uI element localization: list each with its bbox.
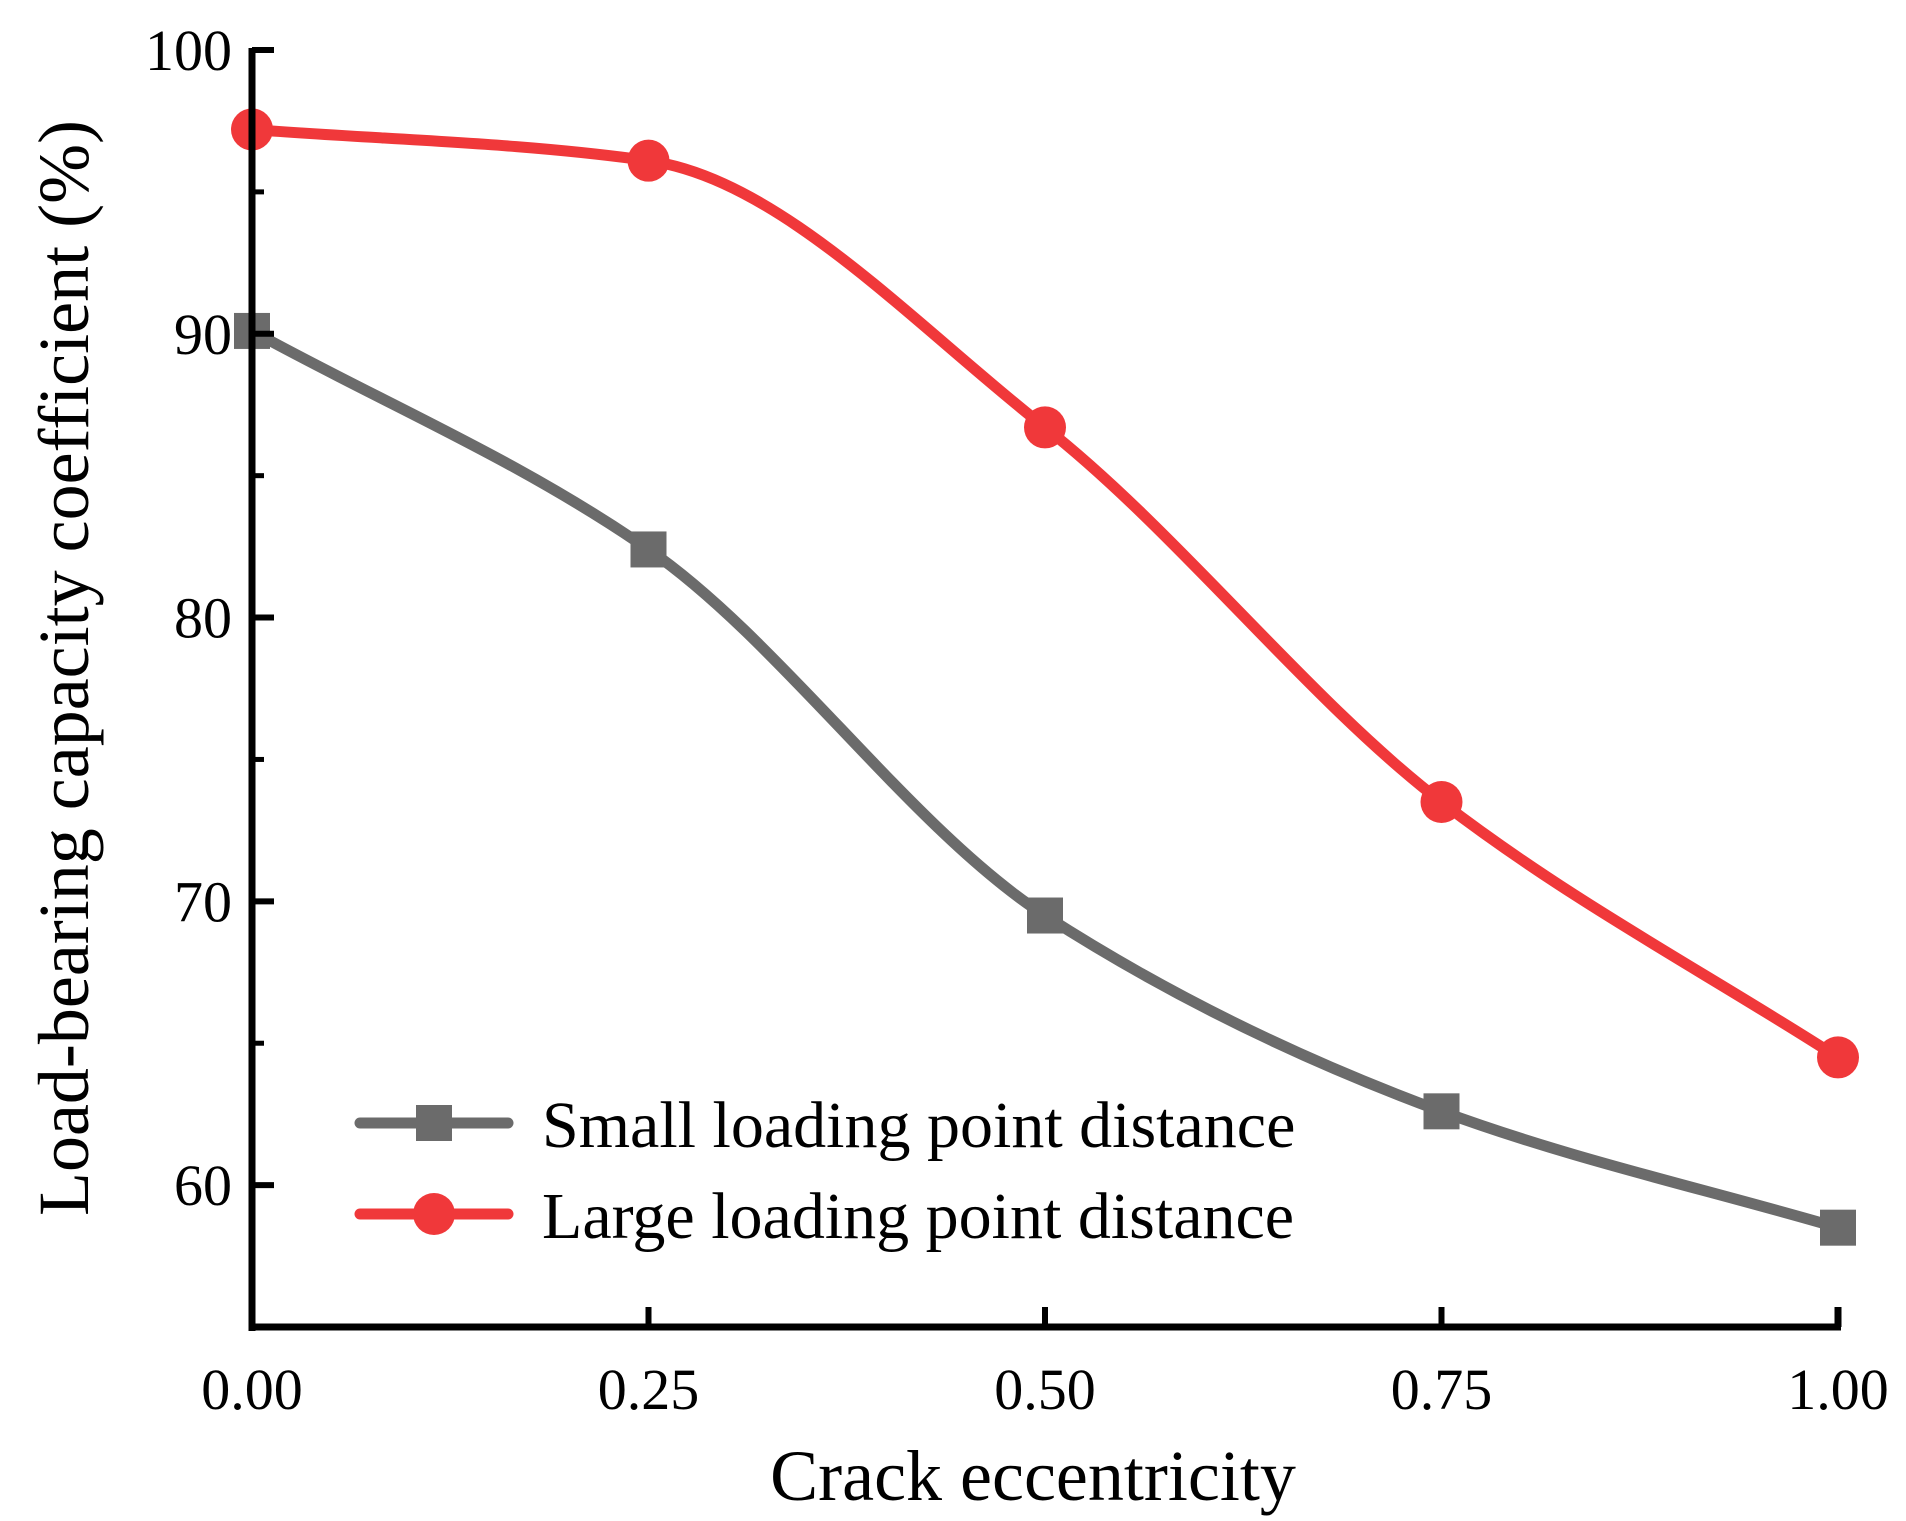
x-axis-title: Crack eccentricity (770, 1436, 1296, 1516)
series-1-point-5 (1820, 1209, 1856, 1246)
series-layer (231, 108, 1859, 1246)
y-axis-title: Load-bearing capacity coefficient (%) (24, 120, 104, 1216)
x-tick-label: 0.75 (1391, 1357, 1493, 1422)
y-tick-label: 80 (174, 586, 232, 651)
series-2-point-3 (1024, 406, 1066, 449)
x-tick-label: 0.50 (994, 1357, 1096, 1422)
x-tick-label: 1.00 (1787, 1357, 1889, 1422)
legend: Small loading point distance Large loadin… (354, 1089, 1295, 1253)
x-tick-label: 0.00 (201, 1357, 303, 1422)
y-tick-label: 100 (145, 18, 232, 83)
series-2-point-2 (627, 139, 670, 182)
series-1-point-3 (1027, 897, 1063, 934)
legend-label-1: Small loading point distance (542, 1089, 1295, 1162)
x-tick-label: 0.25 (598, 1357, 700, 1422)
legend-marker-1 (416, 1105, 452, 1141)
legend-label-2: Large loading point distance (542, 1180, 1294, 1253)
series-1-point-2 (630, 531, 667, 568)
y-tick-label: 70 (174, 869, 232, 934)
ticks-layer: 60 70 80 90 100 0.00 0.25 0.50 0.75 1.00 (145, 18, 1889, 1422)
y-tick-label: 90 (174, 302, 232, 367)
y-tick-label: 60 (174, 1153, 232, 1218)
legend-marker-2 (413, 1193, 455, 1235)
series-2-point-5 (1817, 1036, 1859, 1079)
series-1-point-4 (1423, 1093, 1460, 1130)
series-2-point-4 (1420, 781, 1463, 824)
